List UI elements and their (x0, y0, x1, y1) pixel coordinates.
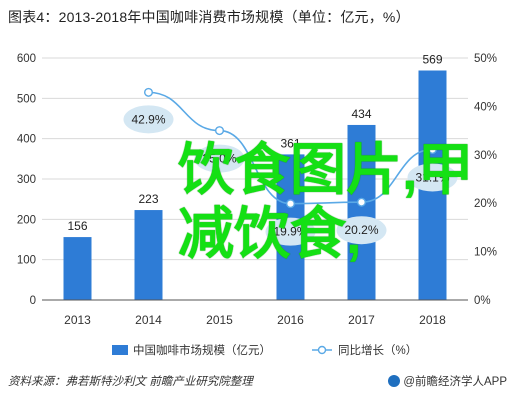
point-value-label: 35.0% (202, 152, 236, 166)
y-left-tick-label: 500 (17, 93, 36, 105)
logo-icon (388, 375, 401, 387)
y-left-tick-label: 300 (17, 174, 36, 186)
source-note: 资料来源：弗若斯特沙利文 前瞻产业研究院整理 (8, 376, 253, 388)
chart: 156 223 361 434 569 42.9% 35.0% 19.9% 20.2% 31.1… (17, 53, 497, 357)
bar-value-label: 156 (67, 219, 87, 233)
legend-line-marker (317, 345, 327, 355)
y-left-tick-label: 200 (17, 214, 36, 226)
point-label-bubble (407, 163, 458, 192)
bar-value-label: 223 (138, 192, 158, 206)
point-value-label: 19.9% (273, 225, 307, 239)
bar (63, 237, 92, 300)
point-label-bubble (336, 216, 387, 245)
line-point (214, 126, 224, 136)
bar (134, 210, 163, 300)
x-tick-label: 2015 (206, 313, 233, 327)
point-value-label: 42.9% (131, 112, 165, 126)
line-point (428, 144, 438, 154)
point-label-bubble (265, 217, 316, 246)
credit-note: @前瞻经济学人APP (388, 373, 507, 389)
point-label-bubble (194, 144, 245, 173)
bar-value-label: 434 (351, 107, 371, 121)
y-right-tick-label: 0% (474, 295, 491, 307)
line-series: 42.9% 35.0% 19.9% 20.2% 31.1% (123, 87, 458, 246)
y-right-tick-label: 10% (474, 247, 497, 259)
legend-bar-swatch (112, 345, 128, 355)
bar (347, 124, 376, 300)
x-tick-label: 2013 (64, 313, 91, 327)
axes: 0 100 200 300 400 500 600 0% 10% 20% 30% 40% 50% 2013… (17, 53, 497, 327)
x-tick-label: 2017 (348, 313, 375, 327)
legend-bar-label: 中国咖啡市场规模（亿元） (133, 343, 271, 357)
y-right-tick-label: 40% (474, 101, 497, 113)
x-tick-label: 2018 (419, 313, 446, 327)
line-point (286, 199, 296, 209)
line-point (357, 197, 367, 207)
bar-value-label: 361 (280, 136, 300, 150)
point-label-bubble (123, 105, 174, 134)
bar-value-label: 569 (422, 53, 442, 67)
line-point (143, 87, 153, 97)
bar-series: 156 223 361 434 569 (63, 53, 447, 301)
gridlines (42, 57, 468, 301)
y-left-tick-label: 0 (30, 295, 36, 307)
chart-title: 图表4：2013-2018年中国咖啡消费市场规模（单位：亿元，%） (8, 9, 410, 25)
legend: 中国咖啡市场规模（亿元） 同比增长（%） (112, 343, 417, 357)
y-left-tick-label: 100 (17, 255, 36, 267)
x-tick-label: 2014 (135, 313, 162, 327)
y-left-tick-label: 400 (17, 134, 36, 146)
point-value-label: 31.1% (415, 170, 449, 184)
y-right-tick-label: 20% (474, 198, 497, 210)
y-right-tick-label: 50% (474, 53, 497, 65)
legend-line-label: 同比增长（%） (338, 343, 417, 357)
point-value-label: 20.2% (344, 223, 378, 237)
credit-text: @前瞻经济学人APP (403, 376, 507, 388)
x-tick-label: 2016 (277, 313, 304, 327)
y-left-tick-label: 600 (17, 53, 36, 65)
y-right-tick-label: 30% (474, 150, 497, 162)
